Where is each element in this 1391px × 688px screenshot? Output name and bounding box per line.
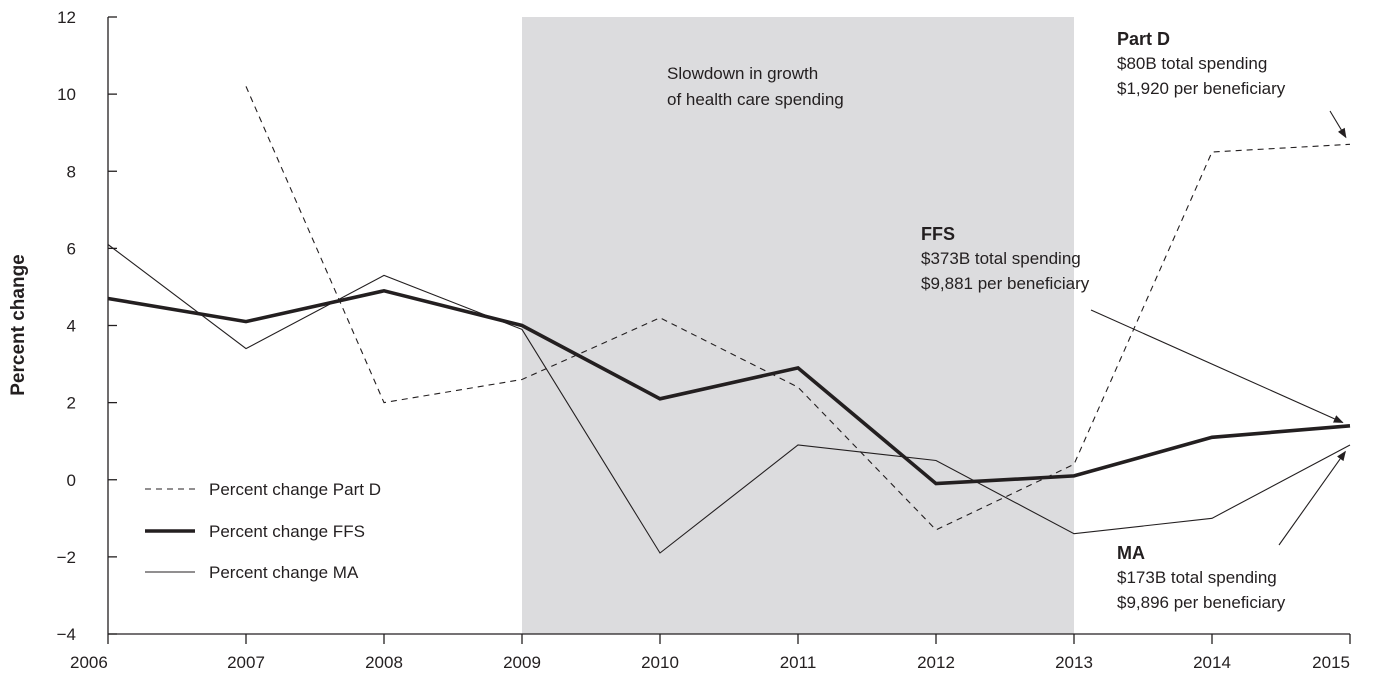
y-tick-label: 4 (67, 317, 76, 336)
x-tick-label: 2006 (70, 653, 108, 672)
slowdown-label-line: of health care spending (667, 90, 844, 109)
legend-label: Percent change MA (209, 563, 359, 582)
annotation-partd: Part D $80B total spending $1,920 per bene… (1117, 29, 1347, 139)
x-tick-label: 2013 (1055, 653, 1093, 672)
slowdown-shaded-region (522, 17, 1074, 634)
annotation-line: $9,896 per beneficiary (1117, 593, 1286, 612)
y-tick-label: 12 (57, 8, 76, 27)
x-tick-label: 2011 (780, 653, 817, 672)
y-tick-label: −2 (57, 548, 76, 567)
y-axis-label: Percent change (8, 254, 29, 396)
x-tick-label: 2012 (917, 653, 955, 672)
annotation-ma: MA $173B total spending $9,896 per benefic… (1117, 450, 1346, 612)
annotation-arrow (1090, 309, 1344, 424)
series-lines (107, 86, 1351, 554)
series-line-thin (107, 244, 1351, 554)
x-tick-label: 2014 (1193, 653, 1231, 672)
y-tick-label: −4 (57, 625, 76, 644)
annotation-title: FFS (921, 224, 955, 244)
y-tick-label: 6 (67, 239, 76, 258)
slowdown-label-line: Slowdown in growth (667, 64, 818, 83)
axes: −4 −2 0 2 4 6 8 10 12 2006 2007 2008 2009 2010 2011 201… (57, 8, 1351, 672)
annotation-line: $80B total spending (1117, 54, 1267, 73)
annotation-arrow (1278, 450, 1346, 546)
x-tick-label: 2009 (503, 653, 541, 672)
annotation-title: Part D (1117, 29, 1170, 49)
x-tick-label: 2007 (227, 653, 265, 672)
annotation-line: $173B total spending (1117, 568, 1277, 587)
annotation-line: $1,920 per beneficiary (1117, 79, 1286, 98)
annotation-line: $373B total spending (921, 249, 1081, 268)
annotation-line: $9,881 per beneficiary (921, 274, 1090, 293)
annotation-arrow (1329, 110, 1347, 139)
annotation-title: MA (1117, 543, 1145, 563)
y-tick-label: 2 (67, 394, 76, 413)
series-line-dashed (245, 86, 1351, 531)
y-tick-label: 0 (67, 471, 76, 490)
legend-label: Percent change Part D (209, 480, 381, 499)
legend: Percent change Part D Percent change FFS P… (145, 480, 381, 582)
slowdown-label: Slowdown in growth of health care spendin… (667, 64, 844, 109)
x-tick-label: 2015 (1312, 653, 1350, 672)
x-tick-label: 2008 (365, 653, 403, 672)
legend-label: Percent change FFS (209, 522, 365, 541)
annotation-ffs: FFS $373B total spending $9,881 per benefi… (921, 224, 1344, 424)
annotations: Part D $80B total spending $1,920 per bene… (921, 29, 1347, 612)
y-tick-label: 8 (67, 162, 76, 181)
x-tick-label: 2010 (641, 653, 679, 672)
y-tick-label: 10 (57, 85, 76, 104)
series-line-thick (107, 288, 1351, 486)
